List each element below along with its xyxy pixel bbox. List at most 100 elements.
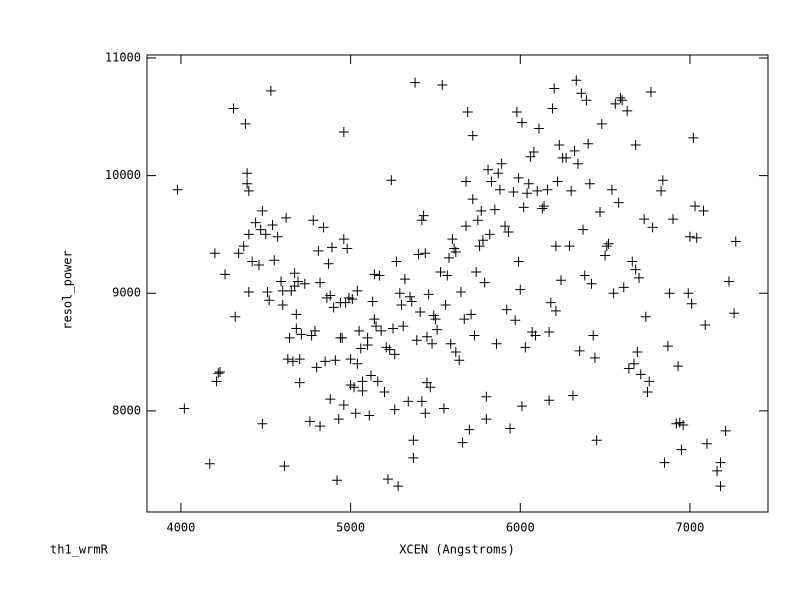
point	[471, 267, 482, 278]
point	[622, 105, 633, 116]
point	[345, 354, 356, 365]
point	[398, 321, 409, 332]
point	[260, 229, 271, 240]
point	[389, 404, 400, 415]
point	[411, 335, 422, 346]
point	[574, 345, 585, 356]
point	[483, 164, 494, 175]
point	[569, 145, 580, 156]
point	[362, 332, 373, 343]
point	[518, 202, 529, 213]
point	[367, 296, 378, 307]
point	[264, 295, 275, 306]
point	[371, 321, 382, 332]
y-tick-label: 11000	[105, 50, 141, 64]
point	[435, 267, 446, 278]
point	[427, 338, 438, 349]
point	[508, 187, 519, 198]
point	[338, 234, 349, 245]
point	[415, 307, 426, 318]
point	[539, 201, 550, 212]
point	[350, 408, 361, 419]
point	[537, 203, 548, 214]
point	[698, 205, 709, 216]
point	[715, 481, 726, 492]
point	[291, 309, 302, 320]
point	[667, 214, 678, 225]
point	[596, 118, 607, 129]
point	[294, 377, 305, 388]
point	[554, 139, 565, 150]
point	[494, 184, 505, 195]
point	[644, 376, 655, 387]
point	[382, 474, 393, 485]
point	[469, 330, 480, 341]
point	[481, 391, 492, 402]
point	[647, 222, 658, 233]
point	[464, 424, 475, 435]
point	[257, 418, 268, 429]
point	[309, 325, 320, 336]
point	[544, 327, 555, 338]
point	[656, 185, 667, 196]
point	[564, 241, 575, 252]
point	[330, 355, 341, 366]
point	[325, 394, 336, 405]
point	[522, 188, 533, 199]
point	[516, 117, 527, 128]
point	[423, 289, 434, 300]
point	[533, 123, 544, 134]
x-axis-label: XCEN (Angstroms)	[399, 543, 515, 557]
point	[678, 419, 689, 430]
point	[313, 245, 324, 256]
point	[333, 414, 344, 425]
point	[520, 342, 531, 353]
point	[369, 314, 380, 325]
point	[496, 158, 507, 169]
point	[691, 232, 702, 243]
point	[450, 247, 461, 258]
point	[664, 288, 675, 299]
point	[438, 403, 449, 414]
point	[729, 308, 740, 319]
point	[265, 85, 276, 96]
point	[287, 356, 298, 367]
point	[701, 438, 712, 449]
point	[690, 201, 701, 212]
point	[460, 176, 471, 187]
point	[364, 410, 375, 421]
point	[571, 75, 582, 86]
point	[484, 229, 495, 240]
point	[394, 288, 405, 299]
point	[276, 276, 287, 287]
point	[282, 354, 293, 365]
point	[627, 256, 638, 267]
point	[318, 222, 329, 233]
point	[556, 275, 566, 286]
point	[634, 272, 645, 283]
point	[595, 207, 606, 218]
point	[442, 270, 453, 281]
point	[272, 231, 283, 242]
point	[639, 214, 650, 225]
point	[460, 221, 471, 232]
point	[421, 331, 432, 342]
point	[420, 248, 431, 259]
point	[220, 269, 231, 280]
point	[566, 185, 577, 196]
point	[447, 234, 458, 245]
point	[630, 264, 641, 275]
point	[645, 87, 656, 98]
point	[544, 395, 555, 406]
point	[632, 347, 643, 358]
point	[730, 236, 741, 247]
point	[530, 330, 541, 341]
point	[391, 256, 402, 267]
y-tick-label: 9000	[112, 286, 141, 300]
point	[515, 284, 526, 295]
point	[567, 390, 578, 401]
point	[467, 130, 478, 141]
point	[376, 325, 387, 336]
point	[603, 238, 614, 249]
